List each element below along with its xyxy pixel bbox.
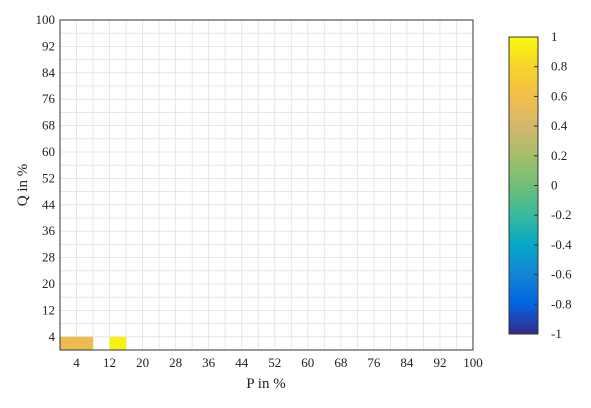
colorbar-tick-label: -1: [551, 326, 562, 341]
heatmap-cell: [109, 336, 127, 350]
y-tick-label: 52: [42, 170, 55, 185]
colorbar: [508, 36, 539, 335]
colorbar-tick-label: 0.4: [551, 118, 568, 133]
y-tick-label: 84: [42, 65, 56, 80]
x-tick-label: 44: [235, 355, 249, 370]
colorbar-tick-label: -0.2: [551, 207, 572, 222]
y-tick-label: 76: [42, 91, 56, 106]
heatmap-cell: [76, 336, 94, 350]
y-tick-label: 92: [42, 38, 55, 53]
x-tick-label: 68: [334, 355, 347, 370]
x-tick-label: 92: [433, 355, 446, 370]
x-tick-label: 36: [202, 355, 216, 370]
y-tick-label: 4: [49, 329, 56, 344]
x-tick-label: 84: [400, 355, 414, 370]
colorbar-tick-label: 0: [551, 178, 558, 193]
colorbar-tick-label: -0.4: [551, 237, 572, 252]
x-tick-label: 52: [268, 355, 281, 370]
y-tick-label: 12: [42, 302, 55, 317]
y-tick-label: 68: [42, 118, 55, 133]
colorbar-tick-label: -0.6: [551, 267, 572, 282]
x-axis-ticks: 4 12 20 28 36 44 52 60 68 76 84 92 100: [73, 355, 482, 370]
heatmap-cell: [60, 336, 77, 350]
colorbar-ticks: -1 -0.8 -0.6 -0.4 -0.2 0 0.2 0.4 0.6 0.8 1: [534, 29, 572, 341]
colorbar-tick-label: 0.2: [551, 148, 567, 163]
colorbar-tick-label: -0.8: [551, 296, 572, 311]
y-tick-label: 20: [42, 276, 55, 291]
x-tick-label: 76: [367, 355, 381, 370]
y-tick-label: 36: [42, 223, 56, 238]
x-tick-label: 28: [169, 355, 182, 370]
colorbar-tick-label: 0.6: [551, 88, 568, 103]
plot-background: [60, 20, 473, 350]
grid-lines: [59, 19, 474, 351]
y-axis-ticks: 4 12 20 28 36 44 52 60 68 76 84 92 100: [36, 12, 56, 344]
x-tick-label: 12: [103, 355, 116, 370]
y-tick-label: 44: [42, 197, 56, 212]
x-tick-label: 20: [136, 355, 149, 370]
plot-frame: [59, 19, 474, 351]
x-tick-label: 100: [463, 355, 483, 370]
y-tick-label: 60: [42, 144, 55, 159]
colorbar-tick-label: 1: [551, 29, 558, 44]
y-tick-label: 100: [36, 12, 56, 27]
x-axis-label: P in %: [246, 376, 285, 392]
heatmap-cells: [60, 336, 127, 350]
y-axis-label: Q in %: [15, 164, 31, 207]
x-tick-label: 4: [73, 355, 80, 370]
colorbar-tick-label: 0.8: [551, 59, 567, 74]
x-tick-label: 60: [301, 355, 314, 370]
y-tick-label: 28: [42, 250, 55, 265]
